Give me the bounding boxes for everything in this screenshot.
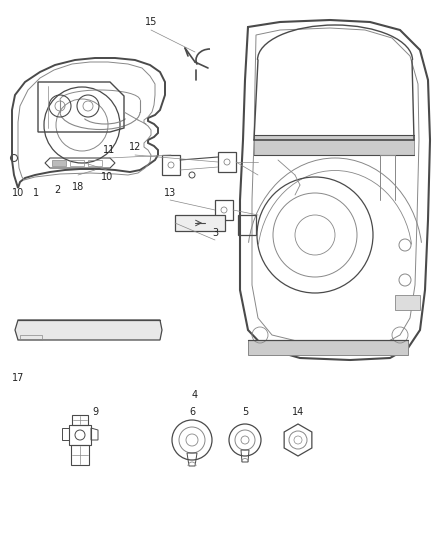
Text: 5: 5 (242, 407, 248, 417)
Text: 10: 10 (12, 188, 24, 198)
Polygon shape (15, 320, 162, 340)
Text: 11: 11 (103, 145, 115, 155)
Text: 6: 6 (189, 407, 195, 417)
Text: 13: 13 (164, 188, 176, 198)
Text: 2: 2 (54, 185, 60, 195)
Text: 17: 17 (12, 373, 24, 383)
Text: 3: 3 (212, 228, 218, 238)
Polygon shape (395, 295, 420, 310)
Text: 4: 4 (192, 390, 198, 400)
Polygon shape (248, 340, 408, 355)
Polygon shape (254, 135, 414, 155)
Text: 12: 12 (129, 142, 141, 152)
Polygon shape (52, 160, 66, 166)
Text: 9: 9 (92, 407, 98, 417)
Text: 14: 14 (292, 407, 304, 417)
Polygon shape (175, 215, 225, 231)
Text: 1: 1 (33, 188, 39, 198)
Text: 15: 15 (145, 17, 157, 27)
Text: 10: 10 (101, 172, 113, 182)
Text: 18: 18 (72, 182, 84, 192)
